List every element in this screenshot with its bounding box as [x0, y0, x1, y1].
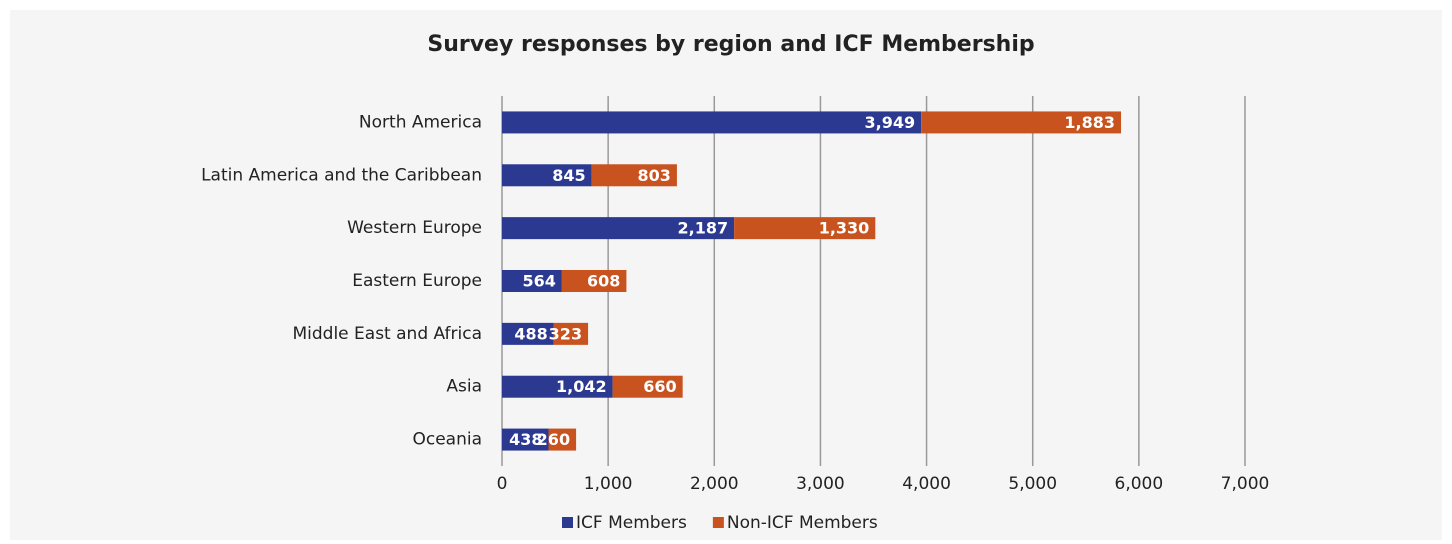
y-tick-label: Asia [446, 377, 482, 397]
bar-segment [734, 217, 876, 240]
bar-segment [502, 164, 592, 187]
bar-segment [502, 270, 562, 292]
x-tick-label: 2,000 [690, 474, 739, 494]
data-label: 564 [522, 272, 555, 291]
bar-segment [921, 111, 1122, 134]
bar-segment [561, 270, 627, 292]
data-label: 608 [587, 272, 620, 291]
x-tick-label: 6,000 [1115, 474, 1164, 494]
bar-segment [502, 217, 735, 240]
data-label: 845 [552, 166, 585, 185]
x-tick-label: 5,000 [1008, 474, 1057, 494]
y-tick-label: Western Europe [347, 218, 482, 238]
data-label: 1,883 [1064, 113, 1115, 132]
data-label: 1,042 [556, 377, 607, 396]
chart-title: Survey responses by region and ICF Membe… [427, 32, 1034, 57]
bar-segment [502, 322, 554, 345]
data-label: 438 [509, 430, 542, 449]
y-tick-label: Oceania [412, 430, 482, 450]
bar-segment [548, 428, 577, 451]
bar-segment [553, 322, 589, 345]
chart-background [10, 10, 1442, 540]
data-label: 323 [549, 324, 582, 343]
x-tick-label: 3,000 [796, 474, 845, 494]
data-label: 260 [537, 430, 570, 449]
bar-segment [502, 428, 549, 451]
y-tick-label: Latin America and the Caribbean [201, 165, 482, 185]
y-tick-label: Eastern Europe [352, 271, 482, 291]
bar-segment [591, 164, 677, 187]
data-label: 3,949 [865, 113, 916, 132]
bar-segment [612, 375, 683, 398]
y-tick-label: Middle East and Africa [292, 324, 482, 344]
y-tick-label: North America [359, 112, 482, 132]
x-tick-label: 1,000 [584, 474, 633, 494]
x-tick-label: 7,000 [1221, 474, 1270, 494]
data-label: 1,330 [819, 219, 870, 238]
bar-segment [502, 375, 613, 398]
x-tick-label: 4,000 [902, 474, 951, 494]
legend-swatch [712, 517, 724, 528]
bar-segment [502, 111, 922, 134]
legend-swatch [562, 517, 573, 528]
legend-label: ICF Members [576, 513, 687, 533]
data-label: 2,187 [678, 219, 729, 238]
legend-label: Non-ICF Members [727, 513, 878, 533]
data-label: 660 [643, 377, 676, 396]
x-tick-label: 0 [497, 474, 508, 494]
data-label: 803 [638, 166, 671, 185]
data-label: 488 [514, 324, 547, 343]
